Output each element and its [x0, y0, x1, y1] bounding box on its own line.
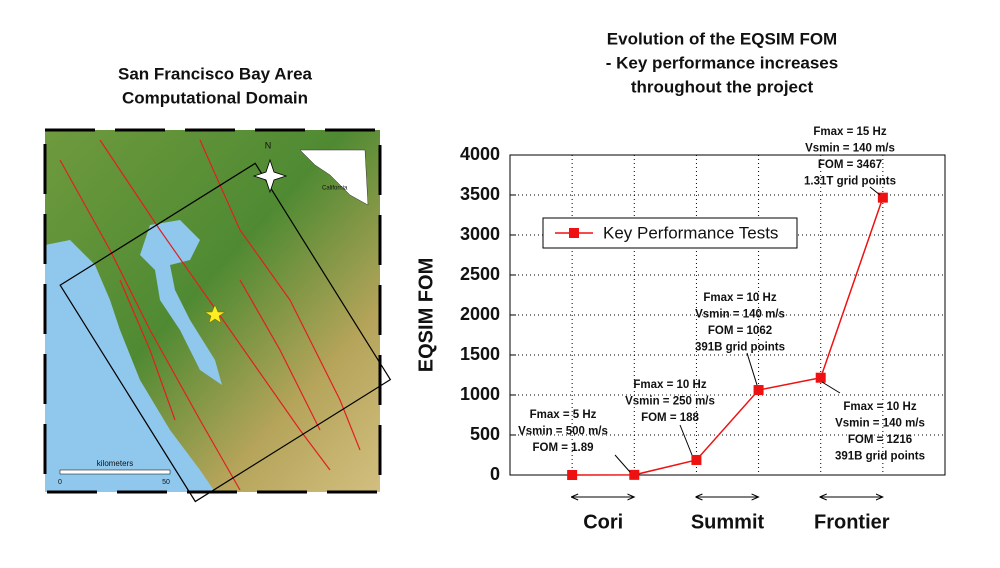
- faults: [59, 139, 361, 491]
- annotation-arrow: [679, 424, 693, 456]
- data-point: [629, 469, 640, 480]
- y-tick-label: 0: [490, 464, 500, 484]
- annotation: Vsmin = 140 m/s: [835, 418, 925, 430]
- bay: [140, 220, 222, 385]
- chart-title: Evolution of the EQSIM FOM: [607, 29, 837, 48]
- annotation: Fmax = 5 Hz: [530, 409, 597, 421]
- ocean: [45, 240, 215, 492]
- data-point: [691, 454, 702, 465]
- data-point: [877, 192, 888, 203]
- annotation: 391B grid points: [835, 451, 925, 463]
- chart-title: throughout the project: [631, 77, 814, 96]
- annotation-arrow: [869, 186, 881, 196]
- annotation: FOM = 1216: [848, 434, 912, 446]
- annotation: Fmax = 10 Hz: [633, 379, 706, 391]
- data-point: [567, 470, 578, 480]
- annotation: 391B grid points: [695, 342, 785, 354]
- group-label: Cori: [583, 511, 623, 533]
- y-tick-label: 1000: [460, 384, 500, 404]
- scale-tick: 50: [162, 479, 170, 486]
- annotation: 1.31T grid points: [804, 176, 896, 188]
- group-label: Frontier: [814, 511, 890, 533]
- data-point: [815, 372, 826, 383]
- annotation-arrow: [614, 454, 631, 473]
- annotation: FOM = 3467: [818, 159, 882, 171]
- annotation: Vsmin = 500 m/s: [518, 426, 608, 438]
- y-tick-label: 1500: [460, 344, 500, 364]
- inset: [299, 149, 369, 206]
- map: San Francisco Bay Area Computational Dom…: [43, 64, 392, 503]
- scale-bar: [59, 469, 171, 475]
- annotation: FOM = 188: [641, 412, 699, 424]
- annotation: Vsmin = 140 m/s: [805, 143, 895, 155]
- annotation: Vsmin = 140 m/s: [695, 309, 785, 321]
- y-tick-label: 2500: [460, 264, 500, 284]
- scale-tick: 0: [58, 479, 62, 486]
- annotation: Vsmin = 250 m/s: [625, 396, 715, 408]
- compass: [252, 158, 288, 194]
- map-title: San Francisco Bay Area: [118, 64, 313, 83]
- scale-label: kilometers: [97, 459, 133, 468]
- y-tick-label: 4000: [460, 144, 500, 164]
- inset-label: California: [322, 186, 348, 192]
- annotation: FOM = 1.89: [532, 442, 593, 454]
- y-tick-label: 3500: [460, 184, 500, 204]
- annotation-arrow: [746, 352, 758, 386]
- data-point: [753, 385, 764, 396]
- north-label: N: [265, 140, 272, 150]
- series-line: [572, 197, 884, 476]
- annotation: FOM = 1062: [708, 325, 772, 337]
- group-label: Summit: [691, 511, 765, 533]
- annotation: Fmax = 15 Hz: [813, 126, 886, 138]
- y-tick-label: 3000: [460, 224, 500, 244]
- epicenter: [204, 304, 226, 324]
- legend-label: Key Performance Tests: [603, 223, 778, 242]
- map-title: Computational Domain: [122, 88, 308, 107]
- annotation: Fmax = 10 Hz: [843, 401, 916, 413]
- y-axis-label: EQSIM FOM: [415, 258, 437, 372]
- annotation: Fmax = 10 Hz: [703, 292, 776, 304]
- legend-marker: [569, 228, 579, 238]
- chart-title: - Key performance increases: [606, 53, 838, 72]
- y-tick-label: 2000: [460, 304, 500, 324]
- map-frame: [43, 128, 382, 494]
- annotation-arrow: [821, 381, 841, 394]
- domain-box: [59, 162, 392, 503]
- y-tick-label: 500: [470, 424, 500, 444]
